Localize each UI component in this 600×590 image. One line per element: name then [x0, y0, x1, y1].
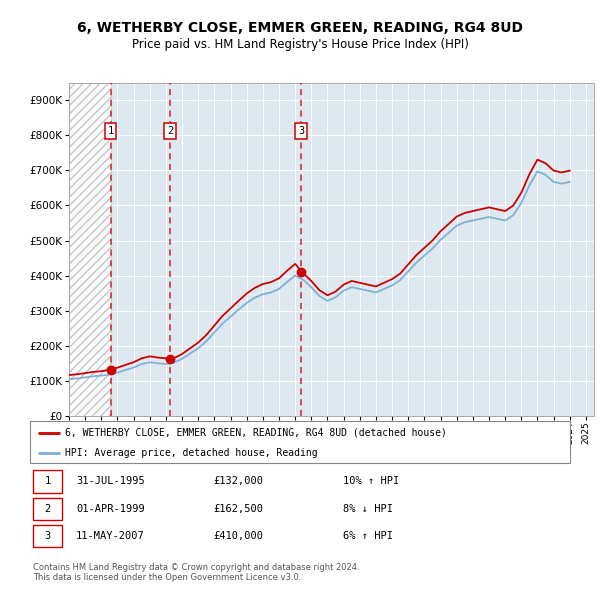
- Text: £410,000: £410,000: [214, 531, 263, 541]
- Text: 6% ↑ HPI: 6% ↑ HPI: [343, 531, 393, 541]
- Text: 1: 1: [107, 126, 114, 136]
- Text: HPI: Average price, detached house, Reading: HPI: Average price, detached house, Read…: [65, 448, 318, 458]
- Text: 01-APR-1999: 01-APR-1999: [76, 504, 145, 514]
- Text: 11-MAY-2007: 11-MAY-2007: [76, 531, 145, 541]
- Text: 1: 1: [44, 477, 50, 487]
- Text: 2: 2: [167, 126, 173, 136]
- Text: Price paid vs. HM Land Registry's House Price Index (HPI): Price paid vs. HM Land Registry's House …: [131, 38, 469, 51]
- Text: £132,000: £132,000: [214, 477, 263, 487]
- Text: £162,500: £162,500: [214, 504, 263, 514]
- Text: 3: 3: [298, 126, 304, 136]
- Text: 10% ↑ HPI: 10% ↑ HPI: [343, 477, 400, 487]
- Text: 3: 3: [44, 531, 50, 541]
- FancyBboxPatch shape: [33, 525, 62, 548]
- FancyBboxPatch shape: [33, 498, 62, 520]
- Text: 6, WETHERBY CLOSE, EMMER GREEN, READING, RG4 8UD (detached house): 6, WETHERBY CLOSE, EMMER GREEN, READING,…: [65, 428, 447, 438]
- Text: This data is licensed under the Open Government Licence v3.0.: This data is licensed under the Open Gov…: [33, 572, 301, 582]
- FancyBboxPatch shape: [33, 470, 62, 493]
- Text: 6, WETHERBY CLOSE, EMMER GREEN, READING, RG4 8UD: 6, WETHERBY CLOSE, EMMER GREEN, READING,…: [77, 21, 523, 35]
- Text: 31-JUL-1995: 31-JUL-1995: [76, 477, 145, 487]
- Text: Contains HM Land Registry data © Crown copyright and database right 2024.: Contains HM Land Registry data © Crown c…: [33, 563, 359, 572]
- Text: 8% ↓ HPI: 8% ↓ HPI: [343, 504, 393, 514]
- Text: 2: 2: [44, 504, 50, 514]
